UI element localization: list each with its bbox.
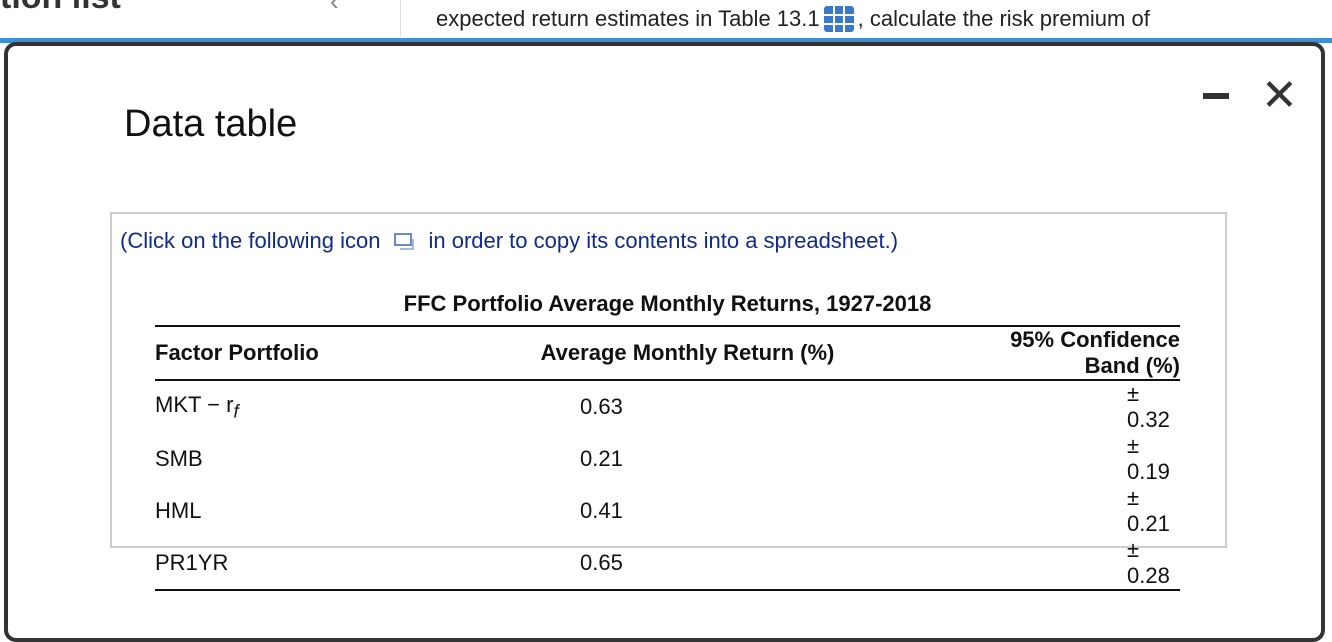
cell-factor: SMB [155,446,203,471]
factor-label: MKT − r [155,391,234,417]
cell-factor: MKT − rf [155,380,415,433]
chevron-icon[interactable]: ‹ [330,0,339,16]
copy-to-spreadsheet-icon[interactable] [394,233,415,250]
cell-return: 0.41 [580,498,623,523]
cell-band: ± 0.28 [1127,537,1170,588]
note-before: (Click on the following icon [120,228,381,253]
background-page-title: tion list [0,0,121,17]
header-return: Average Monthly Return (%) [540,340,835,365]
cell-band: ± 0.32 [1127,381,1170,432]
data-table-dialog [4,42,1325,642]
note-after: in order to copy its contents into a spr… [428,228,899,253]
cell-return: 0.65 [580,550,623,575]
table-row: HML 0.41 ± 0.21 [155,485,1180,537]
table-row: MKT − rf 0.63 ± 0.32 [155,380,1180,433]
question-text: expected return estimates in Table 13.1 … [436,6,1150,32]
header-row: Factor Portfolio Average Monthly Return … [155,326,1180,380]
question-text-after: , calculate the risk premium of [857,6,1150,31]
cell-return: 0.21 [580,446,623,471]
focus-border [0,38,1332,43]
minimize-icon[interactable] [1203,93,1229,99]
header-factor: Factor Portfolio [155,340,319,365]
data-table: Factor Portfolio Average Monthly Return … [155,325,1180,591]
table-row: PR1YR 0.65 ± 0.28 [155,537,1180,590]
table-row: SMB 0.21 ± 0.19 [155,433,1180,485]
copy-note: (Click on the following icon in order to… [120,228,898,254]
header-band: 95% Confidence Band (%) [1010,327,1180,378]
table-grid-icon[interactable] [823,6,854,32]
table-container [110,212,1227,548]
cell-return: 0.63 [580,394,623,419]
cell-factor: PR1YR [155,550,229,575]
cell-band: ± 0.21 [1127,485,1170,536]
cell-factor: HML [155,498,202,523]
rf-subscript: f [233,400,239,422]
divider [400,0,401,36]
table-caption: FFC Portfolio Average Monthly Returns, 1… [403,291,932,316]
close-icon[interactable]: ✕ [1261,71,1298,120]
dialog-title: Data table [124,103,298,145]
cell-band: ± 0.19 [1127,433,1170,484]
question-text-before: expected return estimates in Table 13.1 [436,6,820,31]
